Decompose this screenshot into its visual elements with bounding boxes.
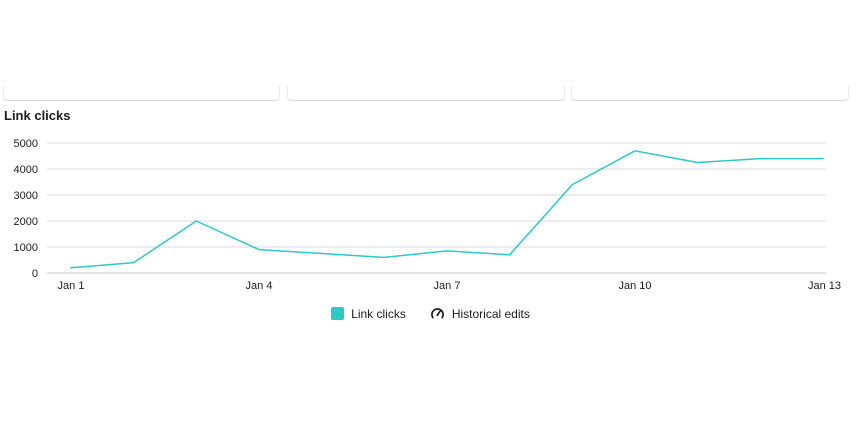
legend-swatch xyxy=(331,307,345,320)
x-tick-label: Jan 7 xyxy=(434,280,461,292)
y-tick-label: 0 xyxy=(32,268,38,280)
chart-title: Link clicks xyxy=(4,108,71,123)
y-tick-label: 4000 xyxy=(14,164,38,176)
x-tick-label: Jan 13 xyxy=(808,280,841,292)
summary-card-1[interactable] xyxy=(3,86,280,101)
legend-item-link-clicks[interactable]: Link clicks xyxy=(331,306,406,321)
x-tick-label: Jan 10 xyxy=(618,280,651,292)
x-tick-label: Jan 1 xyxy=(58,280,85,292)
y-tick-label: 3000 xyxy=(14,190,38,202)
y-tick-label: 1000 xyxy=(14,242,38,254)
series-line xyxy=(70,150,824,269)
legend-label-link-clicks: Link clicks xyxy=(351,306,406,321)
chart-legend: Link clicks Historical edits xyxy=(0,306,861,321)
summary-card-2[interactable] xyxy=(287,86,565,101)
y-tick-label: 5000 xyxy=(14,138,38,150)
x-tick-label: Jan 4 xyxy=(246,280,273,292)
summary-card-3[interactable] xyxy=(571,86,849,101)
legend-item-historical-edits[interactable]: Historical edits xyxy=(430,306,530,321)
gauge-icon xyxy=(430,306,445,321)
y-tick-label: 2000 xyxy=(14,216,38,228)
legend-label-historical-edits: Historical edits xyxy=(451,306,530,321)
